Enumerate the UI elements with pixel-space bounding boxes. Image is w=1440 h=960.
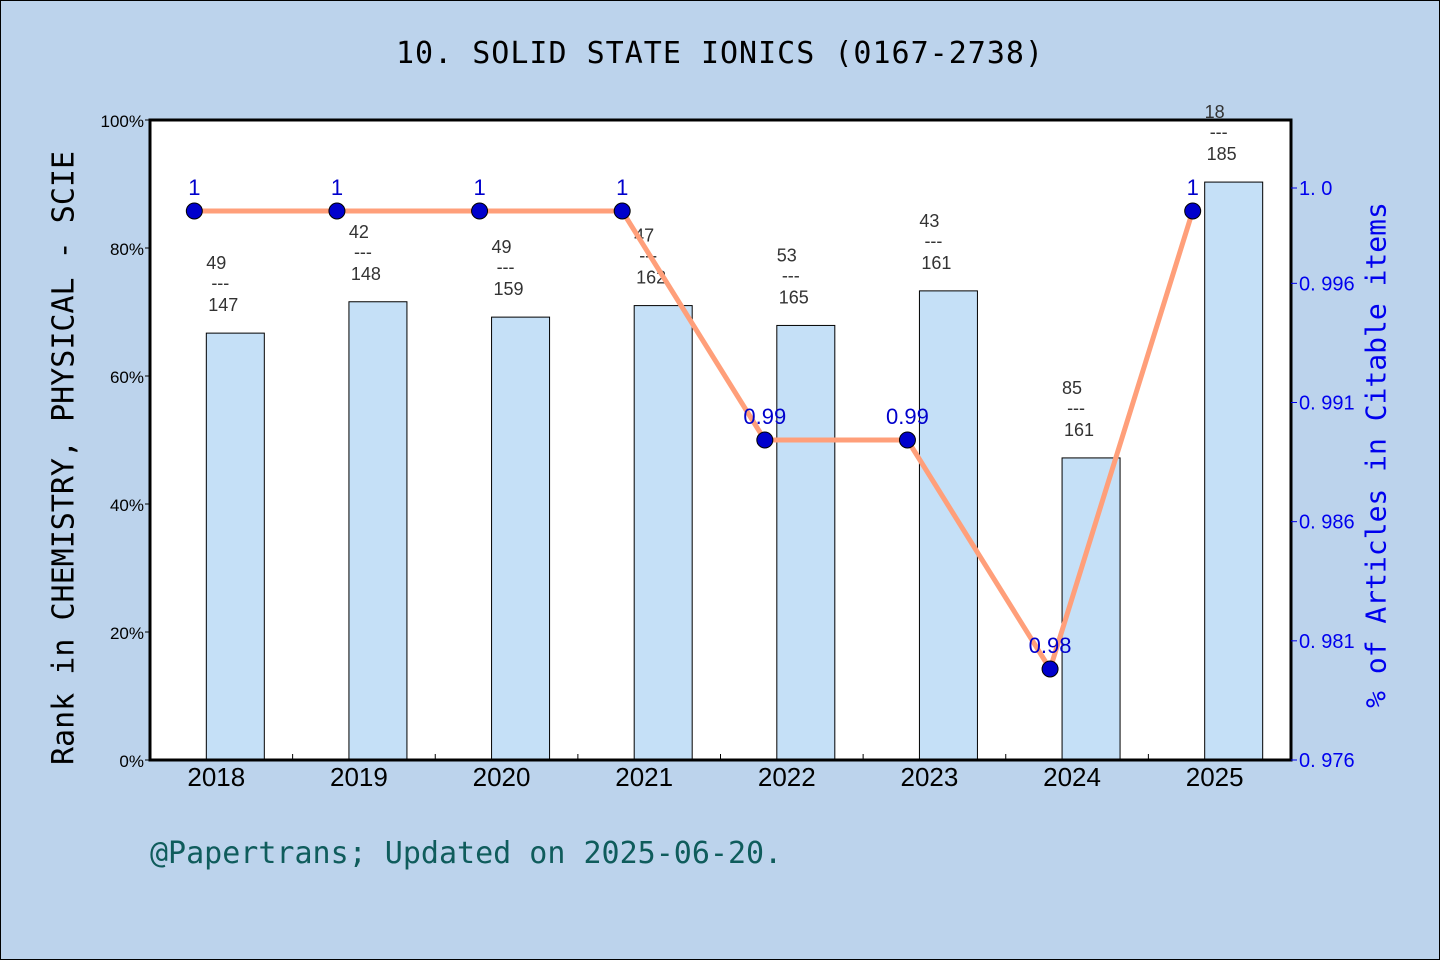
x-tick-label: 2020 xyxy=(473,762,531,792)
data-point-label: 0.99 xyxy=(886,404,929,429)
chart-title: 10. SOLID STATE IONICS (0167-2738) xyxy=(395,36,1045,71)
bar-label-divider: --- xyxy=(924,231,942,251)
bar-label-rank: 85 xyxy=(1062,378,1082,398)
data-point-label: 1 xyxy=(616,175,628,200)
bar-label-rank: 49 xyxy=(492,237,512,257)
bar-2024 xyxy=(1061,457,1121,761)
data-point-label: 1 xyxy=(188,175,200,200)
x-tick-label: 2019 xyxy=(330,762,388,792)
bar-label-total: 165 xyxy=(779,287,809,307)
data-point-marker xyxy=(471,202,489,220)
x-tick-label: 2018 xyxy=(187,762,245,792)
y-left-tick-label: 60% xyxy=(110,368,144,387)
bar-label-divider: --- xyxy=(782,265,800,285)
rate-line xyxy=(194,208,1196,672)
bar-label-divider: --- xyxy=(211,273,229,293)
bar-label-total: 148 xyxy=(351,264,381,284)
y-right-tick-label: 0. 976 xyxy=(1299,750,1355,772)
bar-label-total: 161 xyxy=(921,253,951,273)
y-left-tick-label: 20% xyxy=(110,624,144,643)
bar-2021 xyxy=(633,305,693,761)
data-point-marker xyxy=(185,202,203,220)
data-point-marker xyxy=(613,202,631,220)
x-tick-label: 2024 xyxy=(1043,762,1101,792)
bar-label-rank: 49 xyxy=(206,253,226,273)
data-point-label: 0.99 xyxy=(743,404,786,429)
y-right-tick-label: 1. 0 xyxy=(1299,178,1332,200)
bar-2022 xyxy=(776,324,836,761)
x-tick-label: 2023 xyxy=(901,762,959,792)
bar-label-total: 185 xyxy=(1207,144,1237,164)
data-point-label: 1 xyxy=(331,175,343,200)
bar-label-divider: --- xyxy=(1067,398,1085,418)
y-left-tick-label: 0% xyxy=(119,752,144,771)
y-left-tick-label: 80% xyxy=(110,240,144,259)
x-tick-label: 2022 xyxy=(758,762,816,792)
data-point-marker xyxy=(756,431,774,449)
bar-label-rank: 43 xyxy=(919,211,939,231)
bar-label-rank: 53 xyxy=(777,245,797,265)
data-point-marker xyxy=(898,431,916,449)
bar-label-total: 159 xyxy=(494,279,524,299)
bar-label-total: 161 xyxy=(1064,420,1094,440)
bar-label-rank: 42 xyxy=(349,222,369,242)
y-right-tick-label: 0. 986 xyxy=(1299,512,1355,534)
y-left-tick-label: 40% xyxy=(110,496,144,515)
data-point-label: 1 xyxy=(473,175,485,200)
bar-label-divider: --- xyxy=(1210,122,1228,142)
y-right-tick-label: 0. 981 xyxy=(1299,631,1355,653)
data-point-label: 1 xyxy=(1187,175,1199,200)
bar-label-rank: 18 xyxy=(1205,102,1225,122)
data-point-marker xyxy=(1184,202,1202,220)
y-left-tick-label: 100% xyxy=(101,112,144,131)
bar-label-divider: --- xyxy=(497,257,515,277)
footer-credit: @Papertrans; Updated on 2025-06-20. xyxy=(150,836,783,871)
data-point-label: 0.98 xyxy=(1029,633,1072,658)
x-tick-label: 2025 xyxy=(1186,762,1244,792)
bar-label-total: 147 xyxy=(208,295,238,315)
x-tick-label: 2021 xyxy=(615,762,673,792)
bar-label-divider: --- xyxy=(354,242,372,262)
data-point-marker xyxy=(1041,660,1059,678)
data-point-marker xyxy=(328,202,346,220)
bar-2018 xyxy=(205,332,265,761)
bar-2023 xyxy=(918,290,978,761)
y-right-tick-label: 0. 996 xyxy=(1299,273,1355,295)
y-right-tick-label: 0. 991 xyxy=(1299,393,1355,415)
bar-2020 xyxy=(491,316,551,761)
bar-2025 xyxy=(1204,181,1264,761)
bar-2019 xyxy=(348,301,408,761)
